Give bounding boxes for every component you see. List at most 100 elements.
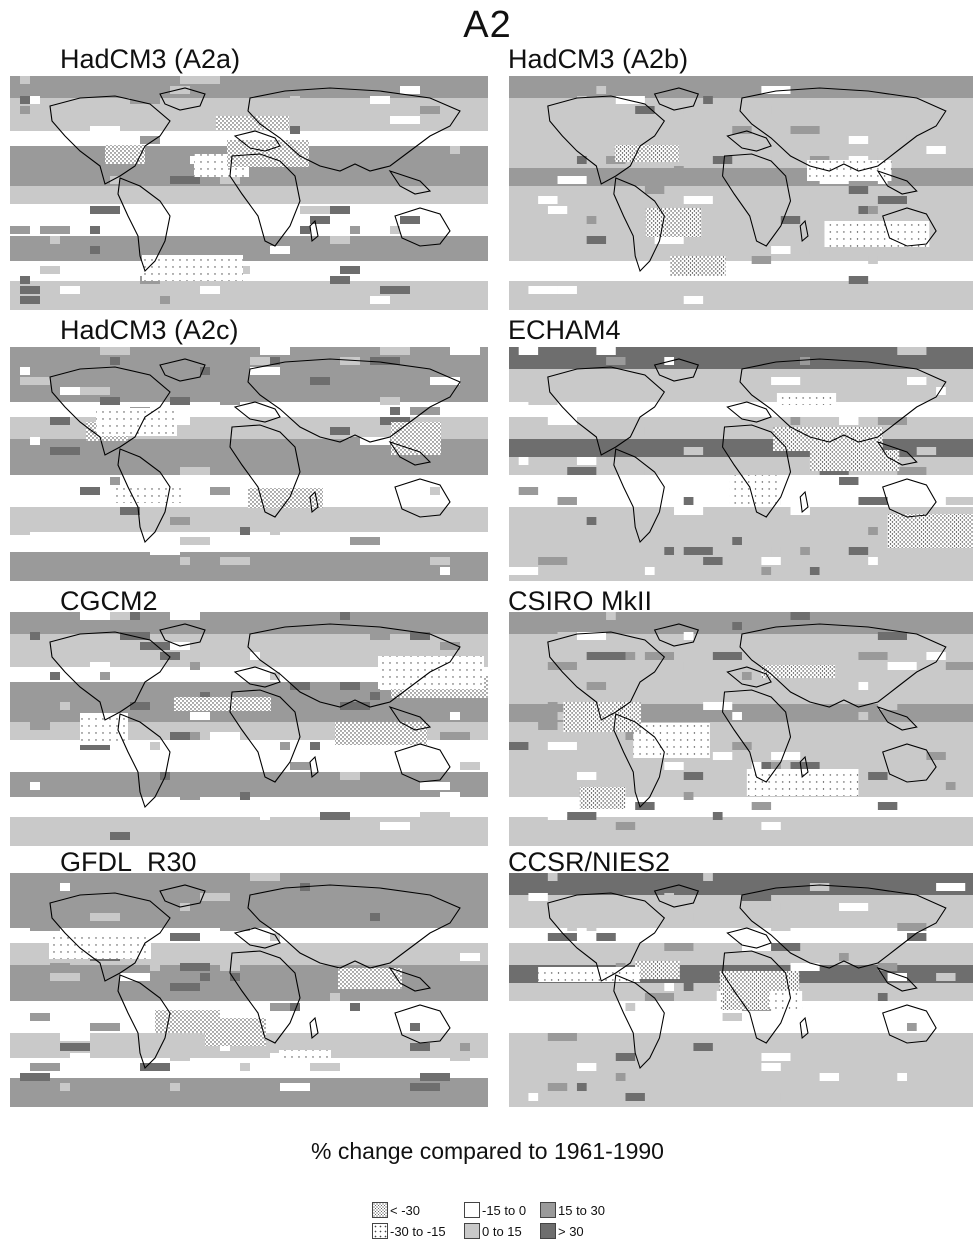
- field-cell: [420, 1043, 450, 1051]
- field-cell: [664, 983, 675, 991]
- field-band: [10, 186, 488, 204]
- coastline: [309, 1016, 319, 1040]
- field-cell: [120, 772, 150, 780]
- field-cell: [771, 266, 791, 274]
- field-cell: [664, 893, 675, 901]
- field-band: [10, 236, 488, 261]
- legend-label: < -30: [390, 1202, 420, 1218]
- field-cell: [751, 762, 762, 770]
- field-cell: [310, 377, 330, 385]
- field-cell: [340, 357, 360, 365]
- field-cell: [809, 246, 830, 254]
- dotted-region: [378, 656, 484, 689]
- field-cell: [576, 156, 587, 164]
- dotted-region: [155, 1010, 220, 1033]
- field-cell: [100, 397, 120, 405]
- dotted-region: [111, 487, 185, 503]
- dotted-region: [248, 488, 323, 508]
- field-cell: [190, 712, 210, 720]
- field-cell: [60, 1083, 70, 1091]
- field-cell: [290, 762, 310, 770]
- field-cell: [732, 622, 742, 630]
- field-cell: [270, 1003, 290, 1011]
- field-cell: [693, 1043, 713, 1051]
- field-cell: [576, 537, 587, 545]
- field-cell: [809, 567, 820, 575]
- field-cell: [596, 347, 616, 355]
- field-cell: [906, 933, 927, 941]
- field-cell: [916, 913, 937, 921]
- field-cell: [635, 417, 645, 425]
- field-cell: [654, 236, 684, 244]
- coastline: [388, 966, 432, 992]
- field-cell: [410, 286, 420, 294]
- field-cell: [240, 1063, 250, 1071]
- field-cell: [576, 1063, 597, 1071]
- field-cell: [683, 1003, 704, 1011]
- field-cell: [848, 547, 869, 555]
- field-cell: [538, 722, 558, 730]
- field-cell: [60, 1043, 90, 1051]
- legend-item: > 30: [540, 1222, 584, 1240]
- dotted-region: [761, 665, 836, 678]
- coastline: [739, 87, 947, 172]
- field-cell: [771, 156, 801, 164]
- field-cell: [567, 923, 577, 931]
- field-cell: [547, 1083, 568, 1091]
- field-cell: [30, 1063, 60, 1071]
- field-cell: [30, 1013, 50, 1021]
- field-cell: [848, 527, 869, 535]
- field-cell: [576, 1083, 587, 1091]
- field-cell: [528, 1093, 548, 1101]
- field-cell: [330, 236, 350, 244]
- legend-caption: % change compared to 1961-1990: [311, 1138, 664, 1164]
- field-cell: [858, 933, 878, 941]
- field-cell: [50, 963, 70, 971]
- field-cell: [596, 86, 607, 94]
- field-cell: [110, 176, 120, 184]
- field-cell: [250, 873, 280, 881]
- field-cell: [140, 477, 150, 485]
- field-cell: [90, 126, 120, 134]
- field-cell: [150, 547, 180, 555]
- field-cell: [170, 1053, 190, 1061]
- field-cell: [380, 1093, 390, 1101]
- coastline: [229, 424, 301, 518]
- coastline: [739, 623, 947, 708]
- field-cell: [644, 567, 655, 575]
- field-cell: [683, 983, 694, 991]
- field-cell: [887, 632, 907, 640]
- field-cell: [547, 742, 577, 750]
- coastline: [117, 177, 171, 273]
- field-cell: [400, 216, 420, 224]
- field-cell: [60, 702, 70, 710]
- field-cell: [370, 296, 390, 304]
- dotted-region: [105, 145, 145, 164]
- field-cell: [90, 206, 120, 214]
- field-cell: [140, 136, 160, 144]
- field-cell: [809, 883, 830, 891]
- dotted-region: [645, 208, 702, 237]
- field-cell: [180, 792, 200, 800]
- field-cell: [450, 236, 470, 244]
- field-cell: [829, 943, 849, 951]
- field-cell: [625, 1093, 645, 1101]
- field-cell: [741, 672, 752, 680]
- field-cell: [644, 652, 675, 660]
- coastline: [49, 892, 171, 982]
- precip-change-map: [10, 873, 488, 1107]
- field-cell: [790, 417, 801, 425]
- field-band: [10, 1078, 488, 1107]
- coastline: [726, 927, 772, 949]
- coastline: [159, 358, 206, 382]
- field-cell: [509, 742, 529, 750]
- field-cell: [712, 146, 742, 154]
- field-cell: [703, 557, 723, 565]
- field-cell: [576, 457, 597, 465]
- dotted-region: [776, 393, 837, 405]
- field-cell: [170, 983, 200, 991]
- legend-item: 15 to 30: [540, 1201, 605, 1219]
- field-cell: [839, 682, 859, 690]
- field-cell: [761, 1053, 791, 1061]
- field-cell: [858, 652, 888, 660]
